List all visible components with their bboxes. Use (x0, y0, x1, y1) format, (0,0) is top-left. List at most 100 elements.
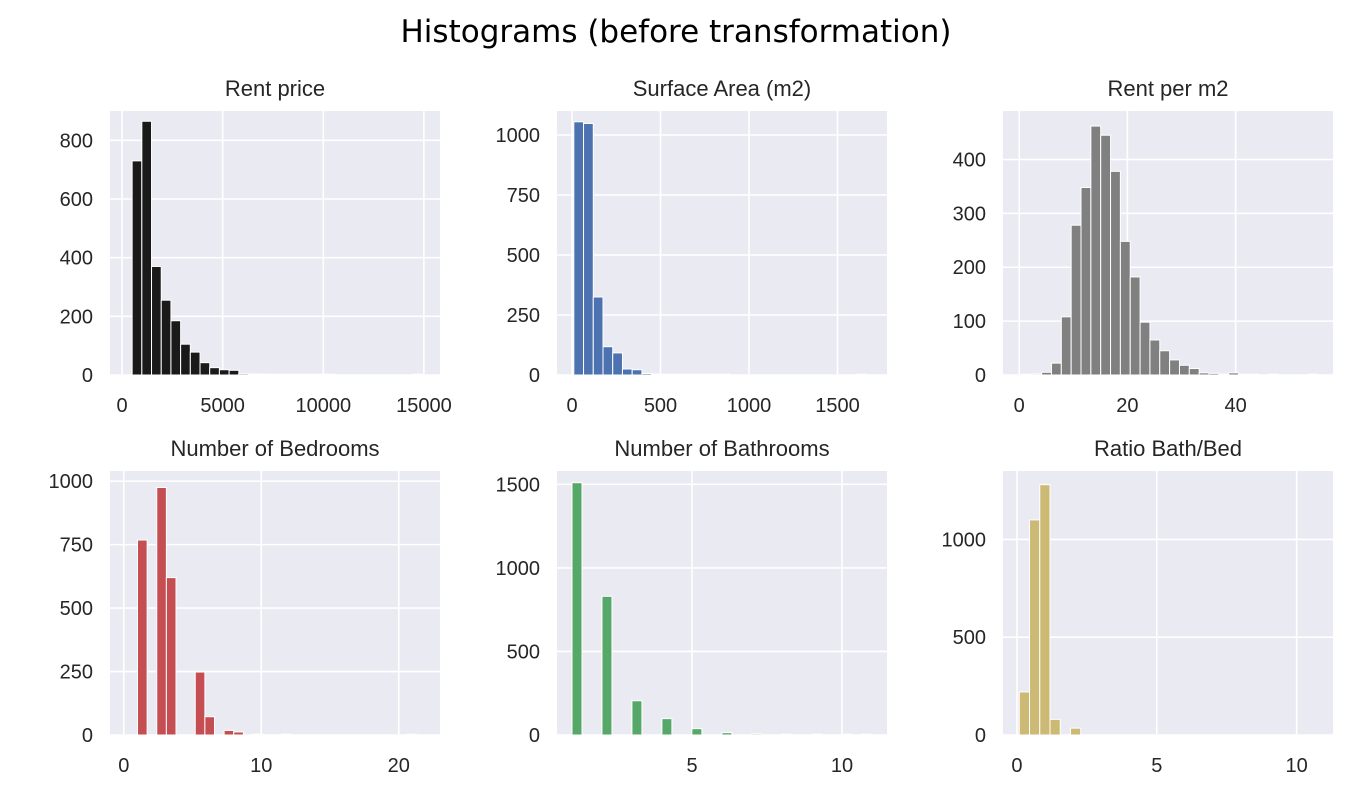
y-tick-label: 800 (60, 130, 93, 152)
y-tick-label: 250 (507, 305, 540, 327)
x-tick-label: 10000 (295, 395, 351, 417)
plot-background (1003, 471, 1333, 735)
panel-title: Number of Bedrooms (170, 436, 379, 461)
histogram-bar (612, 352, 623, 376)
histogram-bar (1306, 373, 1318, 376)
histogram-bar (855, 373, 867, 376)
histogram-bar (204, 716, 215, 736)
y-tick-label: 0 (529, 365, 540, 387)
histogram-bar (811, 733, 823, 736)
histogram-bar (601, 595, 613, 736)
histogram-bar (1050, 362, 1062, 376)
histogram-panel: 0 10 20 0 250 500 750 1000 Number of Bedrooms (49, 436, 440, 777)
x-tick-label: 0 (118, 755, 129, 777)
histogram-bar (1267, 373, 1279, 376)
histogram-bar (751, 733, 763, 736)
histogram-bar (719, 373, 731, 376)
histogram-bar (1129, 276, 1141, 376)
histogram-bar (602, 346, 614, 376)
histogram-bar (1070, 224, 1082, 376)
histogram-bar (621, 368, 633, 376)
x-tick-label: 0 (117, 395, 128, 417)
histogram-bar (286, 373, 298, 376)
histogram-bar (1080, 187, 1092, 376)
histogram-bar (1208, 372, 1220, 376)
histogram-bar (571, 482, 583, 736)
histogram-bar (306, 373, 317, 376)
histogram-bar (1021, 373, 1033, 376)
panel-title: Ratio Bath/Bed (1094, 436, 1242, 461)
histogram-bar (1178, 364, 1190, 376)
histogram-bar (412, 373, 424, 376)
x-tick-label: 10 (1286, 755, 1308, 777)
y-tick-label: 300 (953, 203, 986, 225)
histogram-bar (170, 320, 182, 376)
histogram-bar (1169, 359, 1180, 376)
x-tick-label: 40 (1224, 395, 1246, 417)
y-tick-label: 500 (507, 641, 540, 663)
y-tick-label: 200 (953, 257, 986, 279)
histogram-bar (691, 728, 703, 736)
histogram-bar (781, 733, 793, 736)
x-tick-label: 10 (250, 755, 272, 777)
histogram-bar (1188, 368, 1200, 376)
x-tick-label: 5 (686, 755, 697, 777)
histogram-panel: 0 500 1000 1500 0 250 500 750 1000 Surface Area (… (496, 76, 887, 417)
histogram-bar (160, 299, 172, 376)
histogram-bar (296, 373, 308, 376)
x-tick-label: 20 (1116, 395, 1138, 417)
histogram-bar (281, 733, 292, 736)
histogram-bar (709, 373, 721, 376)
histogram-bar (141, 120, 153, 376)
histogram-bar (1149, 339, 1161, 376)
plot-background (557, 111, 887, 375)
histogram-bar (1218, 373, 1230, 376)
panel-title: Rent per m2 (1107, 76, 1228, 101)
histogram-bar (1049, 718, 1061, 736)
histogram-bar (1060, 316, 1072, 376)
histogram-bar (841, 733, 853, 736)
histogram-bar (631, 369, 643, 376)
histogram-bar (137, 539, 148, 736)
histogram-bar (660, 373, 672, 376)
histogram-bar (1139, 321, 1151, 376)
histogram-bar (156, 487, 167, 736)
histogram-bar (252, 733, 264, 736)
y-tick-label: 100 (953, 311, 986, 333)
y-tick-label: 0 (975, 365, 986, 387)
histogram-bar (233, 731, 244, 736)
histogram-bar (1031, 373, 1043, 376)
histogram-bar (1159, 350, 1171, 376)
panel-title: Number of Bathrooms (614, 436, 829, 461)
histogram-bar (583, 122, 594, 376)
y-tick-label: 600 (60, 189, 93, 211)
y-tick-label: 750 (507, 185, 540, 207)
x-tick-label: 0 (1014, 395, 1025, 417)
y-tick-label: 200 (60, 306, 93, 328)
y-tick-label: 0 (975, 725, 986, 747)
histogram-bar (209, 367, 220, 376)
y-tick-label: 250 (60, 662, 93, 684)
histogram-bar (1228, 372, 1240, 376)
histogram-bar (1119, 240, 1131, 376)
histogram-bar (1069, 727, 1082, 736)
histogram-bar (641, 373, 653, 376)
histogram-bar (325, 373, 337, 376)
y-tick-label: 400 (953, 149, 986, 171)
y-tick-label: 0 (82, 725, 93, 747)
histogram-bar (131, 160, 143, 376)
histogram-bar (189, 351, 201, 376)
histogram-bar (277, 373, 288, 376)
histogram-bar (1039, 484, 1051, 736)
y-tick-label: 750 (60, 535, 93, 557)
y-tick-label: 500 (953, 627, 986, 649)
histogram-bar (690, 373, 701, 376)
x-tick-label: 10 (831, 755, 853, 777)
y-tick-label: 500 (60, 598, 93, 620)
x-tick-label: 20 (388, 755, 410, 777)
histogram-bar (315, 373, 327, 376)
x-tick-label: 5000 (200, 395, 245, 417)
histogram-bar (592, 296, 604, 376)
